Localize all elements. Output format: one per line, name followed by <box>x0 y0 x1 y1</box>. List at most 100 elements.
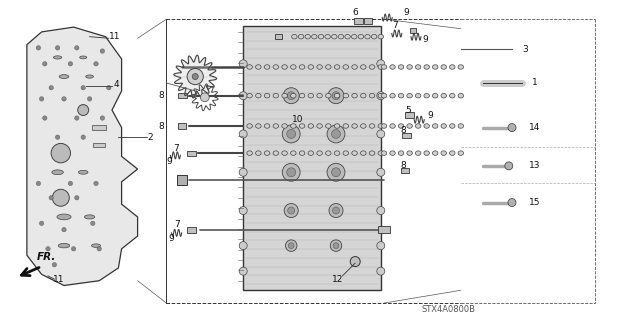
Circle shape <box>333 207 339 214</box>
Text: 13: 13 <box>529 161 540 170</box>
Ellipse shape <box>381 93 387 98</box>
Ellipse shape <box>352 93 357 98</box>
Text: 8: 8 <box>159 91 164 100</box>
Bar <box>93 143 105 147</box>
Circle shape <box>46 247 50 251</box>
Circle shape <box>239 267 247 275</box>
Ellipse shape <box>86 75 93 78</box>
Text: 12: 12 <box>332 275 343 284</box>
Ellipse shape <box>365 34 371 39</box>
Circle shape <box>40 221 44 226</box>
Circle shape <box>377 130 385 138</box>
Circle shape <box>328 88 344 104</box>
Circle shape <box>508 123 516 132</box>
Text: 14: 14 <box>529 123 540 132</box>
Bar <box>402 133 411 138</box>
Ellipse shape <box>433 65 438 69</box>
Text: 8: 8 <box>401 161 406 170</box>
Ellipse shape <box>433 124 438 128</box>
Circle shape <box>56 135 60 139</box>
Ellipse shape <box>318 34 324 39</box>
Ellipse shape <box>282 93 287 98</box>
Ellipse shape <box>334 93 340 98</box>
Circle shape <box>239 130 247 138</box>
Circle shape <box>100 49 104 53</box>
Bar <box>401 168 410 173</box>
Ellipse shape <box>398 93 404 98</box>
Bar <box>378 226 390 233</box>
Ellipse shape <box>84 215 95 219</box>
Circle shape <box>284 204 298 218</box>
Ellipse shape <box>407 65 412 69</box>
Ellipse shape <box>308 65 314 69</box>
Text: 11: 11 <box>109 32 121 41</box>
Ellipse shape <box>52 170 63 175</box>
Ellipse shape <box>60 75 69 78</box>
Circle shape <box>377 241 385 250</box>
Ellipse shape <box>273 124 278 128</box>
Circle shape <box>107 85 111 90</box>
Ellipse shape <box>255 151 261 155</box>
Ellipse shape <box>300 124 305 128</box>
Ellipse shape <box>80 56 87 59</box>
Circle shape <box>239 92 247 100</box>
Ellipse shape <box>360 65 366 69</box>
Circle shape <box>81 85 85 90</box>
Ellipse shape <box>441 151 447 155</box>
Text: 2: 2 <box>148 133 153 142</box>
Ellipse shape <box>308 93 314 98</box>
Circle shape <box>285 240 297 251</box>
Ellipse shape <box>264 124 270 128</box>
Ellipse shape <box>369 93 375 98</box>
Text: 8: 8 <box>401 126 406 135</box>
Ellipse shape <box>332 34 337 39</box>
Ellipse shape <box>433 151 438 155</box>
Bar <box>187 151 196 156</box>
Ellipse shape <box>441 124 447 128</box>
Circle shape <box>36 46 40 50</box>
Circle shape <box>239 206 247 215</box>
Ellipse shape <box>449 65 455 69</box>
Text: 4: 4 <box>114 80 119 89</box>
Circle shape <box>81 135 85 139</box>
Ellipse shape <box>458 65 463 69</box>
Bar <box>177 123 186 129</box>
Circle shape <box>377 60 385 68</box>
Circle shape <box>239 60 247 68</box>
Bar <box>187 227 196 233</box>
Ellipse shape <box>326 93 331 98</box>
Text: 11: 11 <box>53 275 65 284</box>
Circle shape <box>91 221 95 226</box>
Circle shape <box>49 85 53 90</box>
Ellipse shape <box>92 244 100 248</box>
Circle shape <box>75 116 79 120</box>
Text: 9: 9 <box>404 8 409 17</box>
Ellipse shape <box>273 65 278 69</box>
Text: FR.: FR. <box>37 252 56 262</box>
Bar <box>178 93 187 98</box>
Ellipse shape <box>264 93 270 98</box>
Ellipse shape <box>317 93 323 98</box>
Circle shape <box>239 168 247 176</box>
Ellipse shape <box>415 151 421 155</box>
Circle shape <box>68 62 72 66</box>
Ellipse shape <box>381 124 387 128</box>
Ellipse shape <box>305 34 310 39</box>
Circle shape <box>62 227 66 232</box>
Ellipse shape <box>343 151 349 155</box>
Circle shape <box>287 130 296 138</box>
Ellipse shape <box>449 151 455 155</box>
Circle shape <box>100 116 104 120</box>
Text: STX4A0800B: STX4A0800B <box>421 305 475 314</box>
Ellipse shape <box>369 65 375 69</box>
Circle shape <box>200 93 209 102</box>
Ellipse shape <box>398 124 404 128</box>
Circle shape <box>51 144 70 163</box>
Circle shape <box>287 92 295 100</box>
Ellipse shape <box>352 124 357 128</box>
Ellipse shape <box>325 34 330 39</box>
Circle shape <box>332 130 340 138</box>
Ellipse shape <box>292 34 297 39</box>
Circle shape <box>36 181 40 186</box>
Circle shape <box>508 198 516 207</box>
